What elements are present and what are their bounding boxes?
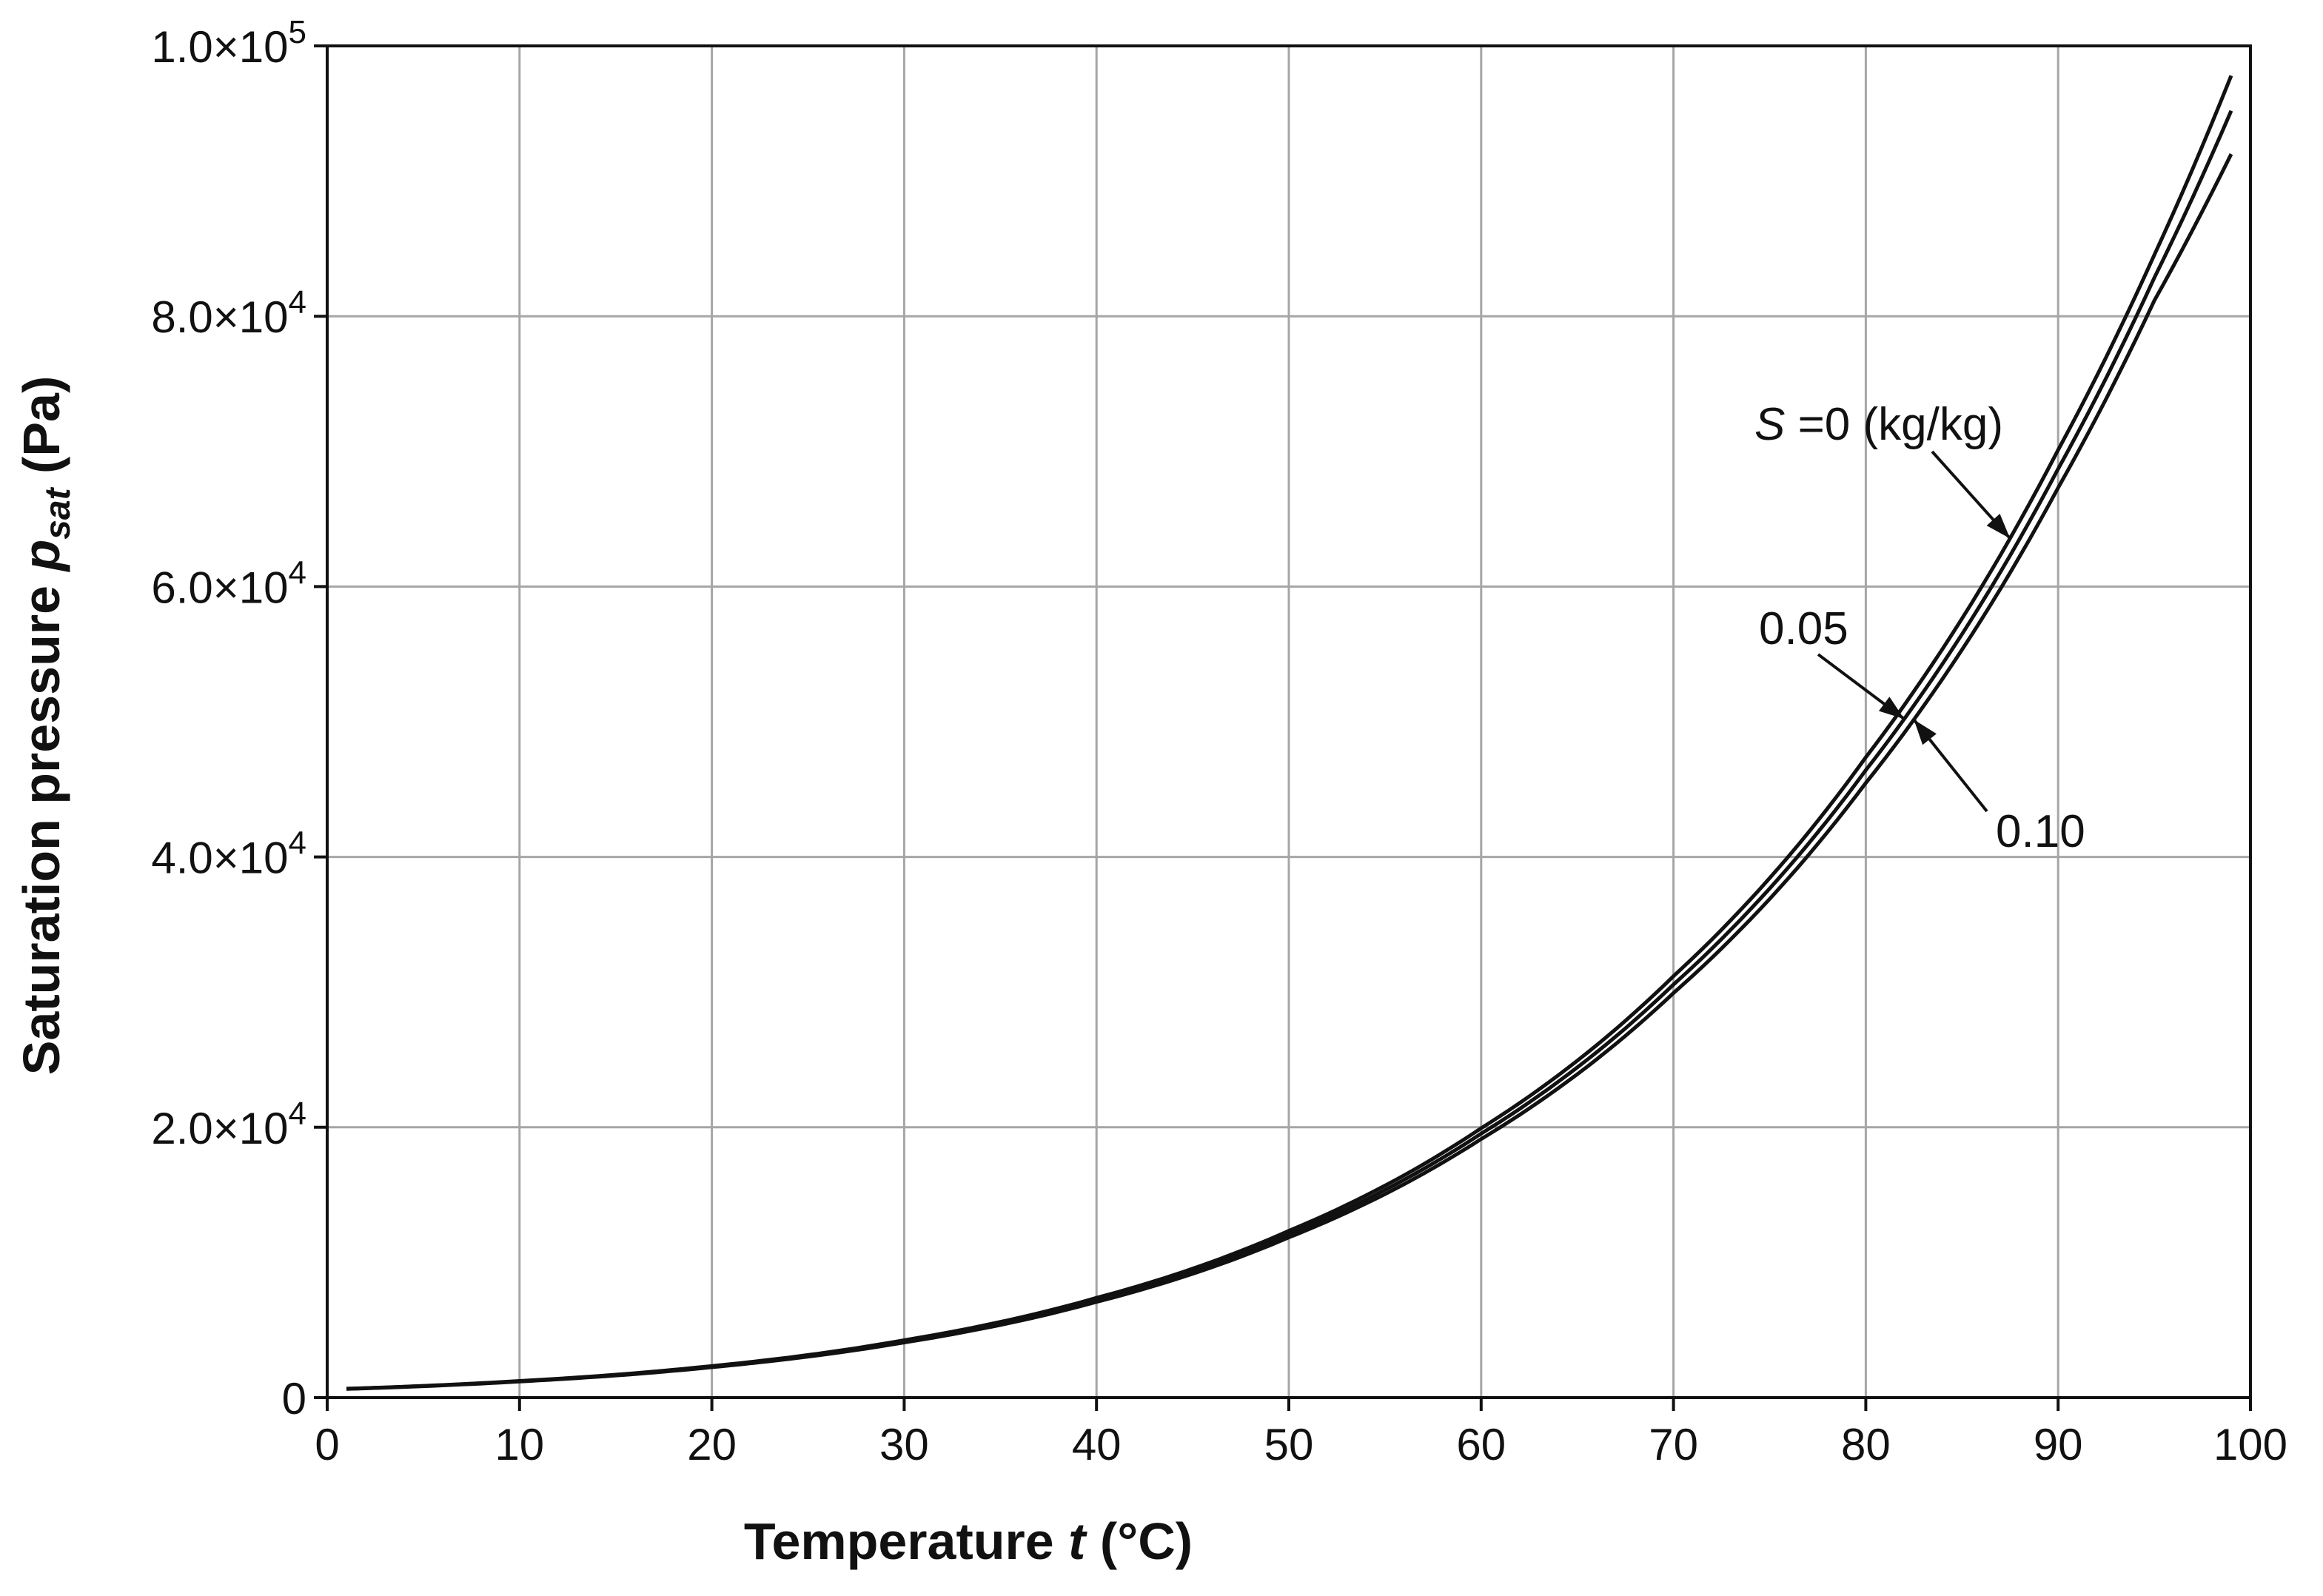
data-series: [346, 75, 2233, 1391]
x-tick-label: 40: [1072, 1420, 1122, 1469]
annotation-arrow-head: [1914, 720, 1937, 745]
x-tick-label: 30: [879, 1420, 929, 1469]
annotation-s005-label: 0.05: [1759, 603, 1848, 654]
annotation-s010-label: 0.10: [1996, 806, 2085, 857]
y-tick-label: 8.0×104: [151, 284, 306, 342]
x-tick-label: 80: [1841, 1420, 1891, 1469]
x-axis-title: Temperature t (°C): [744, 1512, 1193, 1570]
y-axis-title: Saturation pressure psat (Pa): [13, 376, 78, 1076]
x-tick-label: 0: [315, 1420, 339, 1469]
x-tick-label: 20: [687, 1420, 737, 1469]
annotation-arrows: [1817, 450, 2011, 813]
x-axis-title-unit: (°C): [1085, 1512, 1193, 1570]
annotation-s0-var: S: [1754, 399, 1785, 450]
x-tick-label: 90: [2034, 1420, 2083, 1469]
annotation-s0-label: S =0 (kg/kg): [1754, 399, 2003, 450]
y-axis-ticks: 0 2.0×104 4.0×104 6.0×104 8.0×104 1.0×105: [151, 14, 327, 1424]
y-axis-title-text: Saturation pressure: [13, 571, 70, 1076]
annotation-s0-text: =0 (kg/kg): [1785, 399, 2003, 450]
y-tick-label: 6.0×104: [151, 554, 306, 612]
y-axis-title-var: p: [13, 540, 70, 573]
x-tick-label: 60: [1456, 1420, 1506, 1469]
annotation-arrow-head: [1878, 697, 1905, 720]
x-tick-label: 70: [1649, 1420, 1698, 1469]
x-axis-title-var: t: [1068, 1512, 1087, 1570]
annotation-arrow-head: [1986, 514, 2011, 539]
y-tick-label: 4.0×104: [151, 825, 306, 883]
y-tick-label: 2.0×104: [151, 1096, 306, 1153]
y-axis-title-unit: (Pa): [13, 376, 70, 489]
y-axis-title-sub: sat: [38, 486, 78, 539]
annotations: S =0 (kg/kg) 0.05 0.10: [1754, 399, 2085, 857]
y-tick-label: 1.0×105: [151, 14, 306, 72]
x-axis-ticks: 0 10 20 30 40 50 60 70 80 90 100: [315, 1398, 2287, 1469]
x-tick-label: 100: [2213, 1420, 2287, 1469]
x-tick-label: 10: [495, 1420, 544, 1469]
series-line-2: [346, 152, 2233, 1391]
y-tick-label: 0: [282, 1374, 306, 1424]
x-tick-label: 50: [1264, 1420, 1314, 1469]
x-axis-title-text: Temperature: [744, 1512, 1068, 1570]
